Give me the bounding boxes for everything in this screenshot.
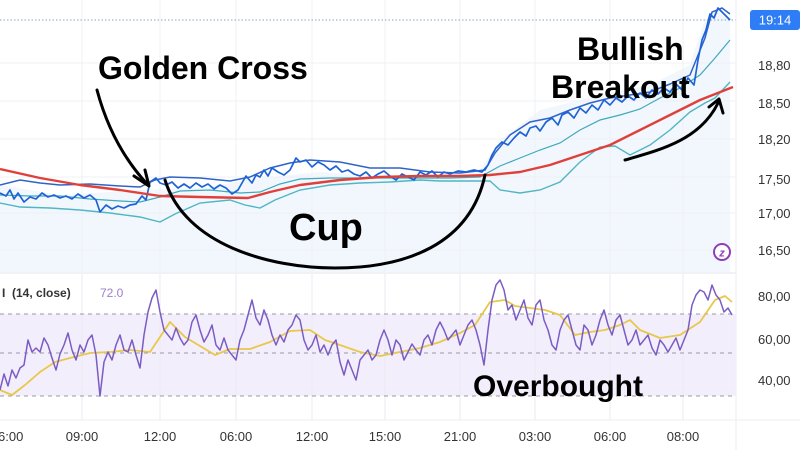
price-axis[interactable]: 19:14 18,80 18,50 18,20 17,50 17,00 16,5…	[735, 0, 800, 450]
time-axis[interactable]: 6:00 09:00 12:00 06:00 12:00 15:00 21:00…	[0, 419, 800, 444]
time-tick: 08:00	[667, 429, 700, 444]
moving-average-line	[0, 85, 734, 200]
time-tick: 21:00	[444, 429, 477, 444]
golden-cross-arrowhead	[132, 168, 151, 188]
price-tick: 17,00	[758, 206, 791, 221]
rsi-tick: 60,00	[758, 332, 791, 347]
annotation-cup: Cup	[289, 207, 363, 249]
time-tick: 03:00	[519, 429, 552, 444]
middle-band-line	[0, 39, 731, 203]
annotation-breakout: Breakout	[551, 69, 690, 105]
annotation-overbought: Overbought	[473, 370, 643, 403]
golden-cross-arrow	[95, 88, 150, 187]
rsi-ma-line	[0, 295, 733, 396]
time-tick: 06:00	[594, 429, 627, 444]
time-tick: 06:00	[220, 429, 253, 444]
breakout-arrowhead	[707, 97, 725, 115]
time-tick: 12:00	[144, 429, 177, 444]
price-tick: 18,80	[758, 58, 791, 73]
price-line	[0, 7, 731, 213]
price-tick: 18,20	[758, 132, 791, 147]
time-tick: 09:00	[66, 429, 99, 444]
time-tick: 15:00	[369, 429, 402, 444]
rsi-title: I (14, close)	[2, 286, 71, 300]
price-area-fill	[0, 10, 730, 272]
rsi-tick: 80,00	[758, 289, 791, 304]
breakout-arrow	[623, 101, 720, 162]
lower-band-line	[0, 81, 731, 223]
time-tick: 6:00	[0, 429, 23, 444]
current-price-badge-text: 19:14	[759, 13, 792, 28]
rsi-line	[0, 279, 733, 397]
price-tick: 16,50	[758, 243, 791, 258]
annotation-bullish: Bullish	[577, 31, 684, 67]
rsi-pane[interactable]: I (14, close) 72.0 Overbought	[0, 274, 736, 420]
logo-badge-letter: z	[718, 248, 725, 260]
cup-curve	[163, 173, 487, 270]
time-tick: 12:00	[296, 429, 329, 444]
annotation-golden-cross: Golden Cross	[98, 50, 308, 86]
rsi-tick: 40,00	[758, 373, 791, 388]
current-price-badge	[750, 10, 800, 30]
logo-badge[interactable]: z	[713, 243, 731, 261]
rsi-current-value: 72.0	[100, 286, 124, 300]
price-tick: 18,50	[758, 96, 791, 111]
price-tick: 17,50	[758, 172, 791, 187]
price-pane[interactable]: Golden Cross Cup Bullish Breakout z	[0, 0, 736, 272]
